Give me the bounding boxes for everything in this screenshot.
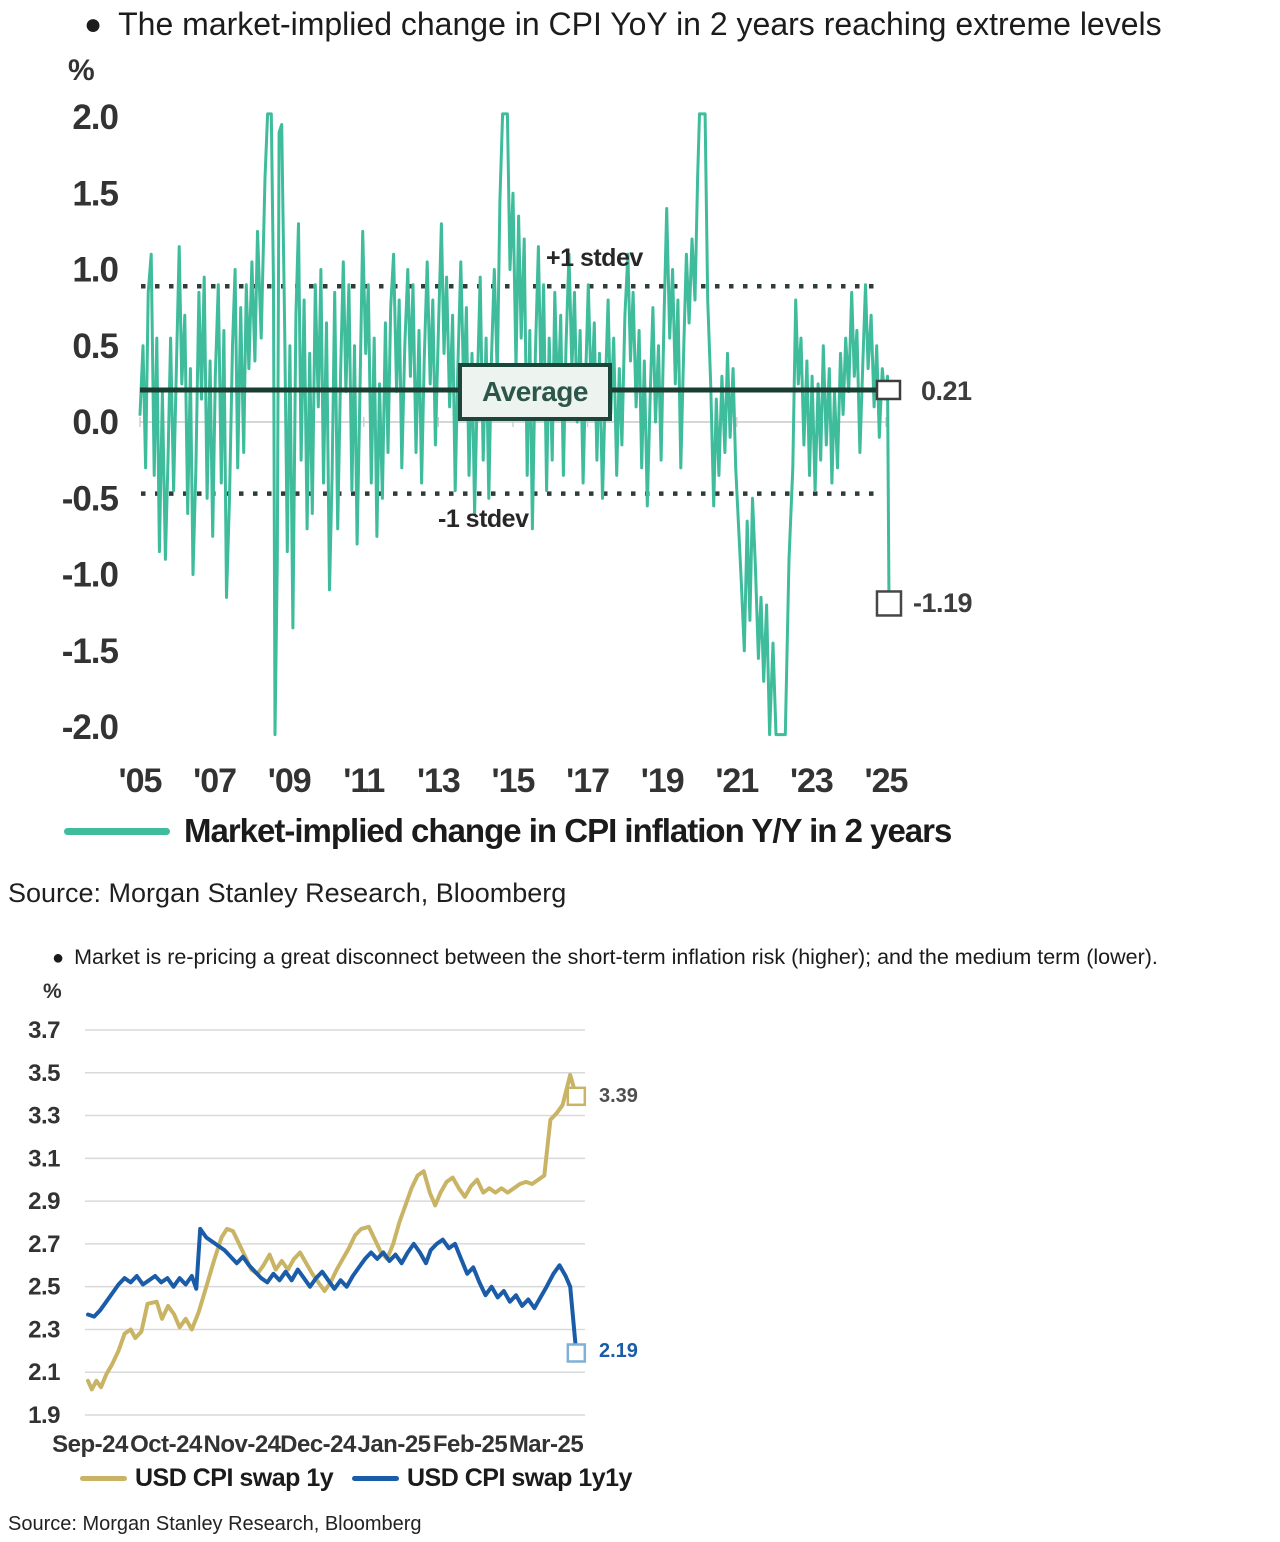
svg-text:2.5: 2.5 (28, 1274, 60, 1301)
bullet-1-text: The market-implied change in CPI YoY in … (118, 6, 1162, 42)
svg-text:'05: '05 (119, 762, 162, 800)
svg-text:Nov-24: Nov-24 (203, 1431, 281, 1458)
svg-text:'13: '13 (417, 762, 460, 800)
teal-line-swatch (64, 827, 170, 835)
svg-text:3.7: 3.7 (28, 1017, 60, 1044)
chart2-legend-item-1y: USD CPI swap 1y (80, 1464, 334, 1493)
svg-text:Feb-25: Feb-25 (433, 1431, 508, 1458)
svg-text:'09: '09 (268, 762, 311, 800)
svg-text:Dec-24: Dec-24 (280, 1431, 357, 1458)
chart1-legend-label: Market-implied change in CPI inflation Y… (184, 812, 952, 849)
plus-stdev-annotation: +1 stdev (546, 244, 643, 272)
bullet-point-2: ● Market is re-pricing a great disconnec… (52, 944, 1276, 972)
svg-text:-1.0: -1.0 (62, 556, 119, 595)
average-end-value: 0.21 (921, 376, 972, 406)
svg-text:0.0: 0.0 (72, 403, 118, 442)
bullet-dot-icon: ● (52, 947, 65, 969)
svg-text:3.1: 3.1 (28, 1145, 60, 1172)
average-label-box: Average (458, 363, 612, 421)
svg-text:3.5: 3.5 (28, 1060, 60, 1087)
series-last-value: -1.19 (913, 588, 973, 618)
chart2-legend-label-1y1y: USD CPI swap 1y1y (407, 1464, 632, 1492)
svg-text:'19: '19 (641, 762, 684, 800)
svg-text:-2.0: -2.0 (62, 708, 119, 747)
bullet-2-text: Market is re-pricing a great disconnect … (74, 945, 1158, 969)
svg-text:1.0: 1.0 (72, 251, 118, 290)
gold-line-swatch (80, 1476, 127, 1481)
svg-text:'23: '23 (790, 762, 833, 800)
chart2-legend-item-1y1y: USD CPI swap 1y1y (352, 1464, 632, 1493)
chart2-legend-label-1y: USD CPI swap 1y (135, 1464, 334, 1492)
minus-stdev-annotation: -1 stdev (438, 505, 529, 533)
svg-text:'07: '07 (193, 762, 236, 800)
svg-text:2.0: 2.0 (72, 98, 118, 137)
chart1-y-axis-unit: % (68, 54, 95, 87)
svg-text:'17: '17 (566, 762, 609, 800)
svg-text:'11: '11 (343, 762, 384, 800)
svg-text:0.5: 0.5 (72, 327, 118, 366)
svg-text:2.3: 2.3 (28, 1316, 60, 1343)
chart2-y-axis-unit: % (43, 980, 62, 1003)
svg-text:Mar-25: Mar-25 (509, 1431, 584, 1458)
chart1-legend: Market-implied change in CPI inflation Y… (64, 812, 952, 850)
svg-text:'25: '25 (865, 762, 908, 800)
blue-line-swatch (352, 1476, 399, 1481)
svg-text:'21: '21 (715, 762, 758, 800)
average-label: Average (482, 376, 588, 407)
svg-text:2.1: 2.1 (28, 1359, 60, 1386)
svg-text:-1.5: -1.5 (62, 632, 119, 671)
cpi-swap-1y-end-value: 3.39 (599, 1085, 638, 1107)
svg-text:'15: '15 (492, 762, 535, 800)
svg-text:2.9: 2.9 (28, 1188, 60, 1215)
source-line-1: Source: Morgan Stanley Research, Bloombe… (8, 878, 567, 908)
svg-text:Sep-24: Sep-24 (52, 1431, 129, 1458)
svg-text:1.5: 1.5 (72, 174, 118, 213)
svg-text:2.7: 2.7 (28, 1231, 60, 1258)
cpi-swap-1y1y-end-value: 2.19 (599, 1340, 638, 1362)
bullet-point-1: ● The market-implied change in CPI YoY i… (84, 4, 1280, 44)
source-line-2: Source: Morgan Stanley Research, Bloombe… (8, 1513, 422, 1535)
svg-text:3.3: 3.3 (28, 1103, 60, 1130)
svg-text:1.9: 1.9 (28, 1402, 60, 1429)
svg-text:-0.5: -0.5 (62, 479, 119, 518)
svg-text:Jan-25: Jan-25 (357, 1431, 430, 1458)
bullet-dot-icon: ● (84, 8, 103, 41)
svg-text:Oct-24: Oct-24 (130, 1431, 203, 1458)
